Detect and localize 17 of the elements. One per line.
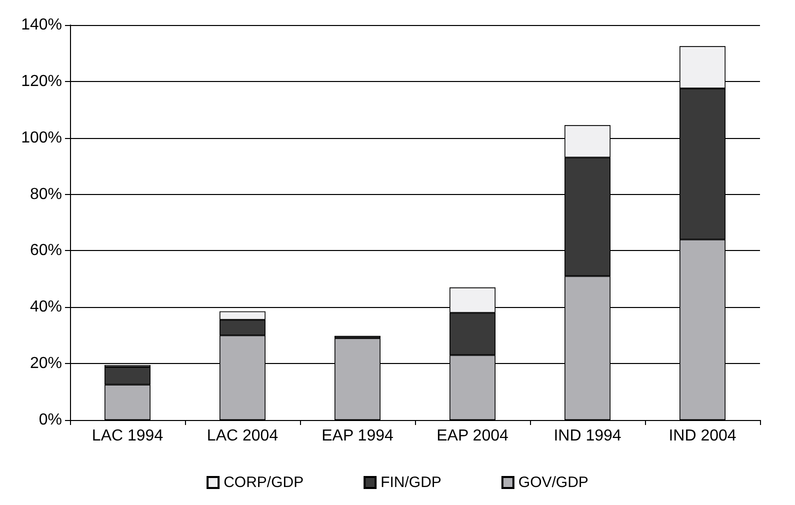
legend-label: CORP/GDP [224, 474, 304, 491]
y-tick-label: 0% [38, 412, 62, 428]
x-tick-label: EAP 1994 [322, 428, 394, 444]
x-tick-label: IND 1994 [554, 428, 622, 444]
y-tick-label: 140% [21, 16, 62, 34]
x-tick-label: EAP 2004 [436, 428, 508, 444]
x-tick-label: IND 2004 [668, 428, 736, 444]
x-tick-label: LAC 1994 [92, 428, 164, 444]
y-tick-label: 80% [30, 186, 62, 203]
legend-label: FIN/GDP [380, 474, 442, 491]
x-tick-label: LAC 2004 [206, 428, 278, 444]
y-tick-label: 100% [21, 129, 62, 146]
y-tick-label: 60% [30, 242, 62, 260]
y-tick-label: 40% [30, 298, 62, 316]
y-tick-label: 120% [21, 72, 62, 90]
legend-label: GOV/GDP [518, 474, 588, 491]
y-tick-label: 20% [30, 355, 62, 372]
